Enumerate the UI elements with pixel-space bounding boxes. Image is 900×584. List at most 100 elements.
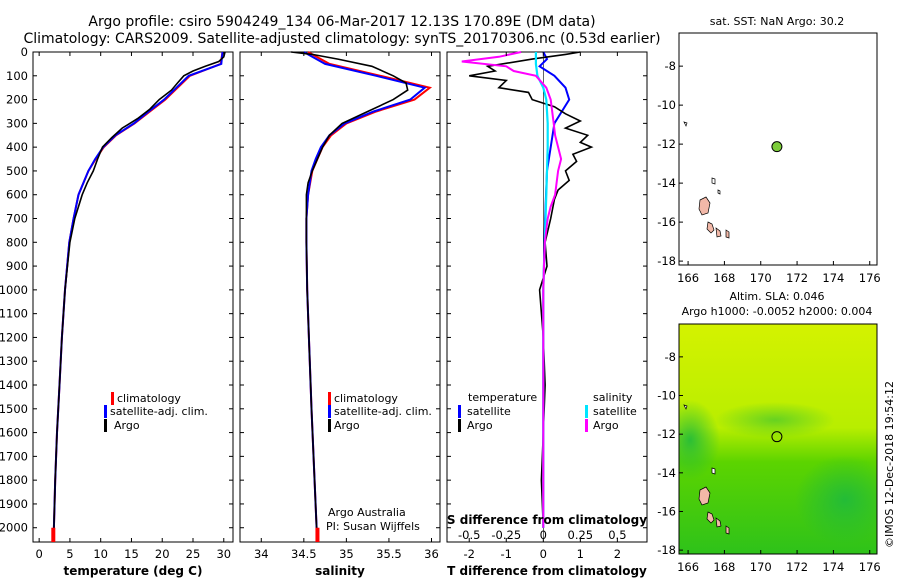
series-line-argo	[52, 51, 226, 540]
annotation-pi: PI: Susan Wijffels	[326, 520, 420, 533]
map-y-tick-label: -16	[657, 215, 676, 229]
map-x-tick-label: 168	[713, 560, 735, 574]
x-tick-label-salinity: 0	[540, 528, 547, 542]
land-island	[715, 227, 722, 238]
depth-tick-label: 1400	[0, 378, 28, 392]
legend-mark-satellite	[104, 405, 107, 418]
x-tick-label-salinity: 0.5	[608, 528, 626, 542]
map-x-tick-label: 174	[822, 560, 844, 574]
x-tick-label: 5	[66, 547, 73, 561]
difference-series	[461, 51, 594, 542]
sla-map-title-1: Altim. SLA: 0.046	[729, 290, 824, 303]
land-island	[698, 196, 711, 216]
temperature-panel	[32, 51, 234, 543]
legend-argo: Argo	[334, 419, 360, 432]
x-tick-label: 34.5	[291, 547, 317, 561]
depth-axis: 0 100 200 300 400 500 600 700 800 900 1000 1100 1200…	[0, 45, 647, 535]
land-island	[683, 121, 688, 127]
legend-mark-satellite	[328, 405, 331, 418]
legend-mark-climatology	[328, 392, 331, 405]
depth-tick-label: 1000	[0, 283, 28, 297]
x-tick-label: 10	[93, 547, 108, 561]
series-line-t-argo	[469, 51, 594, 528]
depth-tick-label: 1200	[0, 330, 28, 344]
depth-tick-label: 1300	[0, 354, 28, 368]
land-island	[711, 467, 716, 475]
land-island	[715, 517, 722, 528]
land-island	[711, 177, 716, 185]
x-tick-label: 0	[540, 547, 547, 561]
map-x-tick-label: 176	[859, 271, 881, 285]
depth-tick-label: 300	[6, 116, 28, 130]
sst-float-marker	[771, 141, 783, 153]
map-y-tick-label: -8	[665, 350, 676, 364]
x-tick-label: 34	[254, 547, 269, 561]
x-tick-label: 15	[124, 547, 139, 561]
map-y-tick-label: -12	[657, 427, 676, 441]
legend-s-argo: Argo	[593, 419, 619, 432]
sla-field-blob	[795, 455, 877, 545]
salinity-panel	[239, 51, 441, 543]
title-line-1: Argo profile: csiro 5904249_134 06-Mar-2…	[88, 14, 595, 30]
x-tick-label: 35	[339, 547, 354, 561]
legend-satellite: satellite-adj. clim.	[334, 405, 432, 418]
t-diff-xlabel: T difference from climatology	[447, 564, 647, 578]
map-y-tick-label: -8	[665, 59, 676, 73]
sst-map-title: sat. SST: NaN Argo: 30.2	[710, 15, 844, 28]
sst-map-land	[683, 121, 730, 239]
depth-tick-label: 100	[6, 69, 28, 83]
land-island	[683, 404, 688, 410]
map-x-tick-label: 166	[677, 560, 699, 574]
map-y-tick-label: -10	[657, 98, 676, 112]
x-tick-label: 20	[155, 547, 170, 561]
legend-t-satellite: satellite	[467, 405, 511, 418]
legend-s-satellite: satellite	[593, 405, 637, 418]
legend-salinity-title: salinity	[593, 391, 633, 404]
map-x-tick-label: 170	[750, 271, 772, 285]
x-tick-label: 0	[35, 547, 42, 561]
legend-t-argo: Argo	[467, 419, 493, 432]
legend-temperature-title: temperature	[468, 391, 537, 404]
land-island	[725, 229, 730, 239]
map-y-tick-label: -12	[657, 137, 676, 151]
sla-float-marker	[771, 431, 783, 443]
depth-tick-label: 2000	[0, 521, 28, 535]
legend-mark-s-satellite	[585, 405, 588, 418]
depth-tick-label: 1500	[0, 402, 28, 416]
sla-map-field	[679, 324, 877, 554]
temperature-series	[51, 51, 226, 542]
map-y-tick-label: -10	[657, 389, 676, 403]
land-island	[706, 511, 715, 524]
legend-mark-argo	[104, 419, 107, 432]
sla-map-panel	[678, 323, 878, 555]
x-tick-label: 25	[186, 547, 201, 561]
depth-tick-label: 400	[6, 140, 28, 154]
depth-tick-label: 600	[6, 188, 28, 202]
s-diff-xlabel: S difference from climatology	[447, 513, 647, 527]
legend-climatology: climatology	[334, 392, 398, 405]
legend-mark-argo	[328, 419, 331, 432]
x-tick-label: -2	[463, 547, 474, 561]
depth-tick-label: 0	[21, 45, 28, 59]
x-tick-label: 35.5	[376, 547, 402, 561]
legend-mark-climatology	[111, 392, 114, 405]
x-tick-label: -1	[501, 547, 512, 561]
map-x-tick-label: 176	[859, 560, 881, 574]
map-x-tick-label: 170	[750, 560, 772, 574]
legend-mark-s-argo	[585, 419, 588, 432]
land-island	[725, 525, 730, 535]
x-tick-label: 30	[216, 547, 231, 561]
salinity-legend: climatology satellite-adj. clim. Argo Ar…	[326, 392, 432, 533]
temperature-xlabel: temperature (deg C)	[64, 564, 203, 578]
map-x-tick-label: 168	[713, 271, 735, 285]
depth-tick-label: 1900	[0, 497, 28, 511]
map-y-tick-label: -18	[657, 543, 676, 557]
map-y-tick-label: -18	[657, 254, 676, 268]
x-tick-label: 36	[424, 547, 439, 561]
salinity-series	[291, 51, 433, 542]
map-y-tick-label: -14	[657, 466, 676, 480]
depth-tick-label: 1700	[0, 449, 28, 463]
depth-tick-label: 900	[6, 259, 28, 273]
map-y-tick-label: -14	[657, 176, 676, 190]
credit-text: ©IMOS 12-Dec-2018 19:54:12	[883, 381, 896, 548]
